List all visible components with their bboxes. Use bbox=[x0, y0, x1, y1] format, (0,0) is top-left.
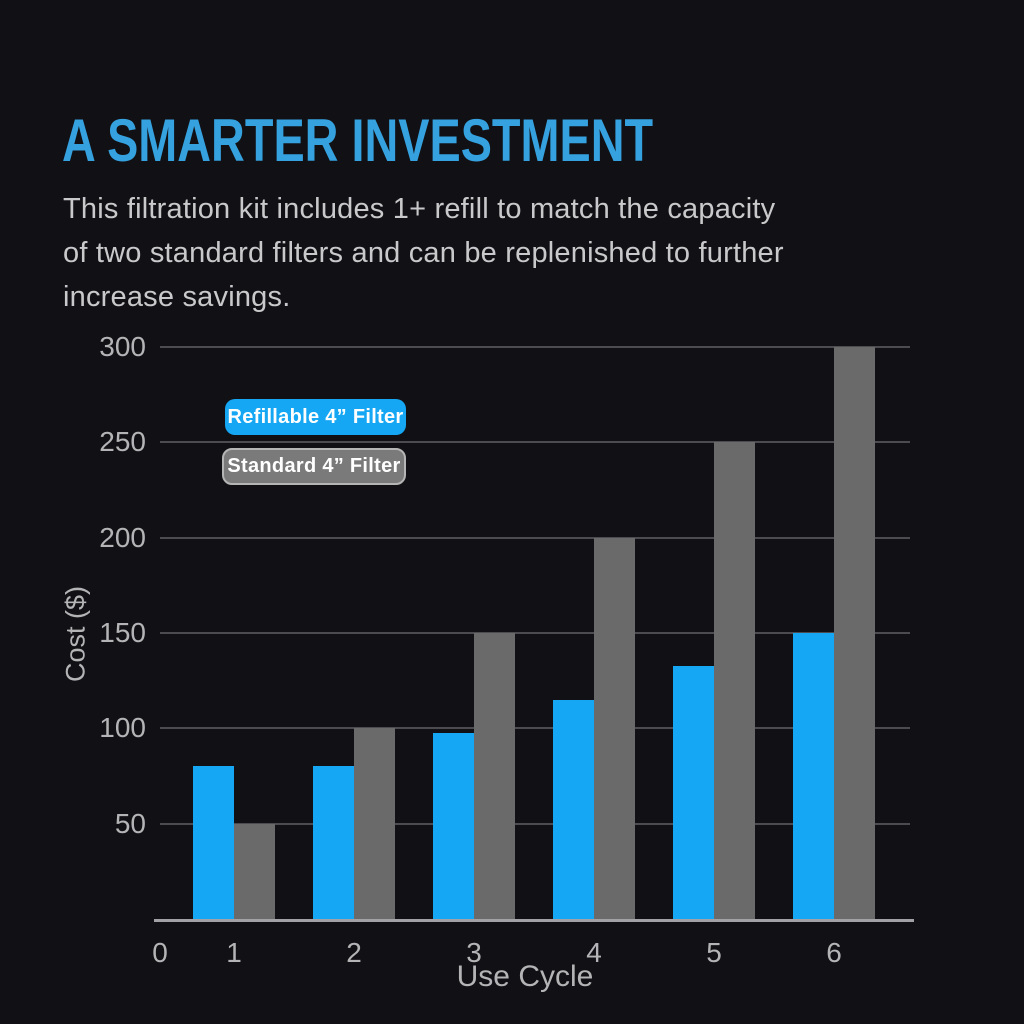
description-line-3: increase savings. bbox=[63, 281, 291, 313]
bar-standard-cycle-6 bbox=[834, 347, 875, 919]
y-tick-label-50: 50 bbox=[114, 807, 146, 839]
x-tick-label-5: 5 bbox=[706, 937, 722, 968]
description-line-2: of two standard filters and can be reple… bbox=[63, 237, 784, 269]
y-tick-label-300: 300 bbox=[99, 331, 146, 362]
y-tick-label-250: 250 bbox=[99, 426, 146, 458]
bar-standard-cycle-3 bbox=[474, 633, 515, 919]
description-line-1: This filtration kit includes 1+ refill t… bbox=[63, 193, 776, 225]
bar-standard-cycle-1 bbox=[234, 823, 275, 919]
x-tick-label-2: 2 bbox=[346, 937, 362, 968]
bar-standard-cycle-4 bbox=[594, 537, 635, 919]
bar-refillable-cycle-6 bbox=[793, 633, 834, 919]
page-title: A SMARTER INVESTMENT bbox=[62, 107, 654, 175]
x-axis-line bbox=[154, 919, 914, 922]
bar-refillable-cycle-1 bbox=[193, 766, 234, 919]
x-tick-label-1: 1 bbox=[226, 937, 242, 968]
legend-standard-filter: Standard 4” Filter bbox=[222, 448, 406, 485]
x-tick-label-3: 3 bbox=[466, 937, 482, 968]
gridline-250 bbox=[160, 441, 910, 444]
bar-refillable-cycle-4 bbox=[553, 699, 594, 919]
y-tick-label-150: 150 bbox=[99, 617, 146, 648]
plot-area: 50 100 150 200 250 300 0 1 2 3 4 5 6 bbox=[99, 333, 914, 968]
legend-refillable-filter: Refillable 4” Filter bbox=[225, 399, 406, 435]
bar-standard-cycle-2 bbox=[354, 728, 395, 919]
x-tick-label-0: 0 bbox=[152, 937, 168, 968]
bar-refillable-cycle-3 bbox=[433, 733, 474, 919]
legend-refillable-label: Refillable 4” Filter bbox=[227, 405, 404, 428]
gridline-50 bbox=[160, 822, 910, 825]
legend-standard-label: Standard 4” Filter bbox=[227, 455, 401, 477]
y-tick-label-100: 100 bbox=[99, 712, 146, 744]
bar-standard-cycle-5 bbox=[714, 442, 755, 919]
description: This filtration kit includes 1+ refill t… bbox=[63, 187, 784, 319]
gridline-100 bbox=[160, 727, 910, 730]
gridline-200 bbox=[160, 536, 910, 539]
x-tick-label-4: 4 bbox=[586, 937, 602, 968]
gridline-300 bbox=[160, 346, 910, 348]
bar-refillable-cycle-2 bbox=[313, 766, 354, 919]
x-tick-label-6: 6 bbox=[826, 937, 842, 968]
x-axis-title: Use Cycle bbox=[456, 960, 594, 993]
y-tick-label-200: 200 bbox=[99, 521, 146, 553]
bar-refillable-cycle-5 bbox=[673, 666, 714, 919]
gridline-150 bbox=[160, 632, 910, 634]
